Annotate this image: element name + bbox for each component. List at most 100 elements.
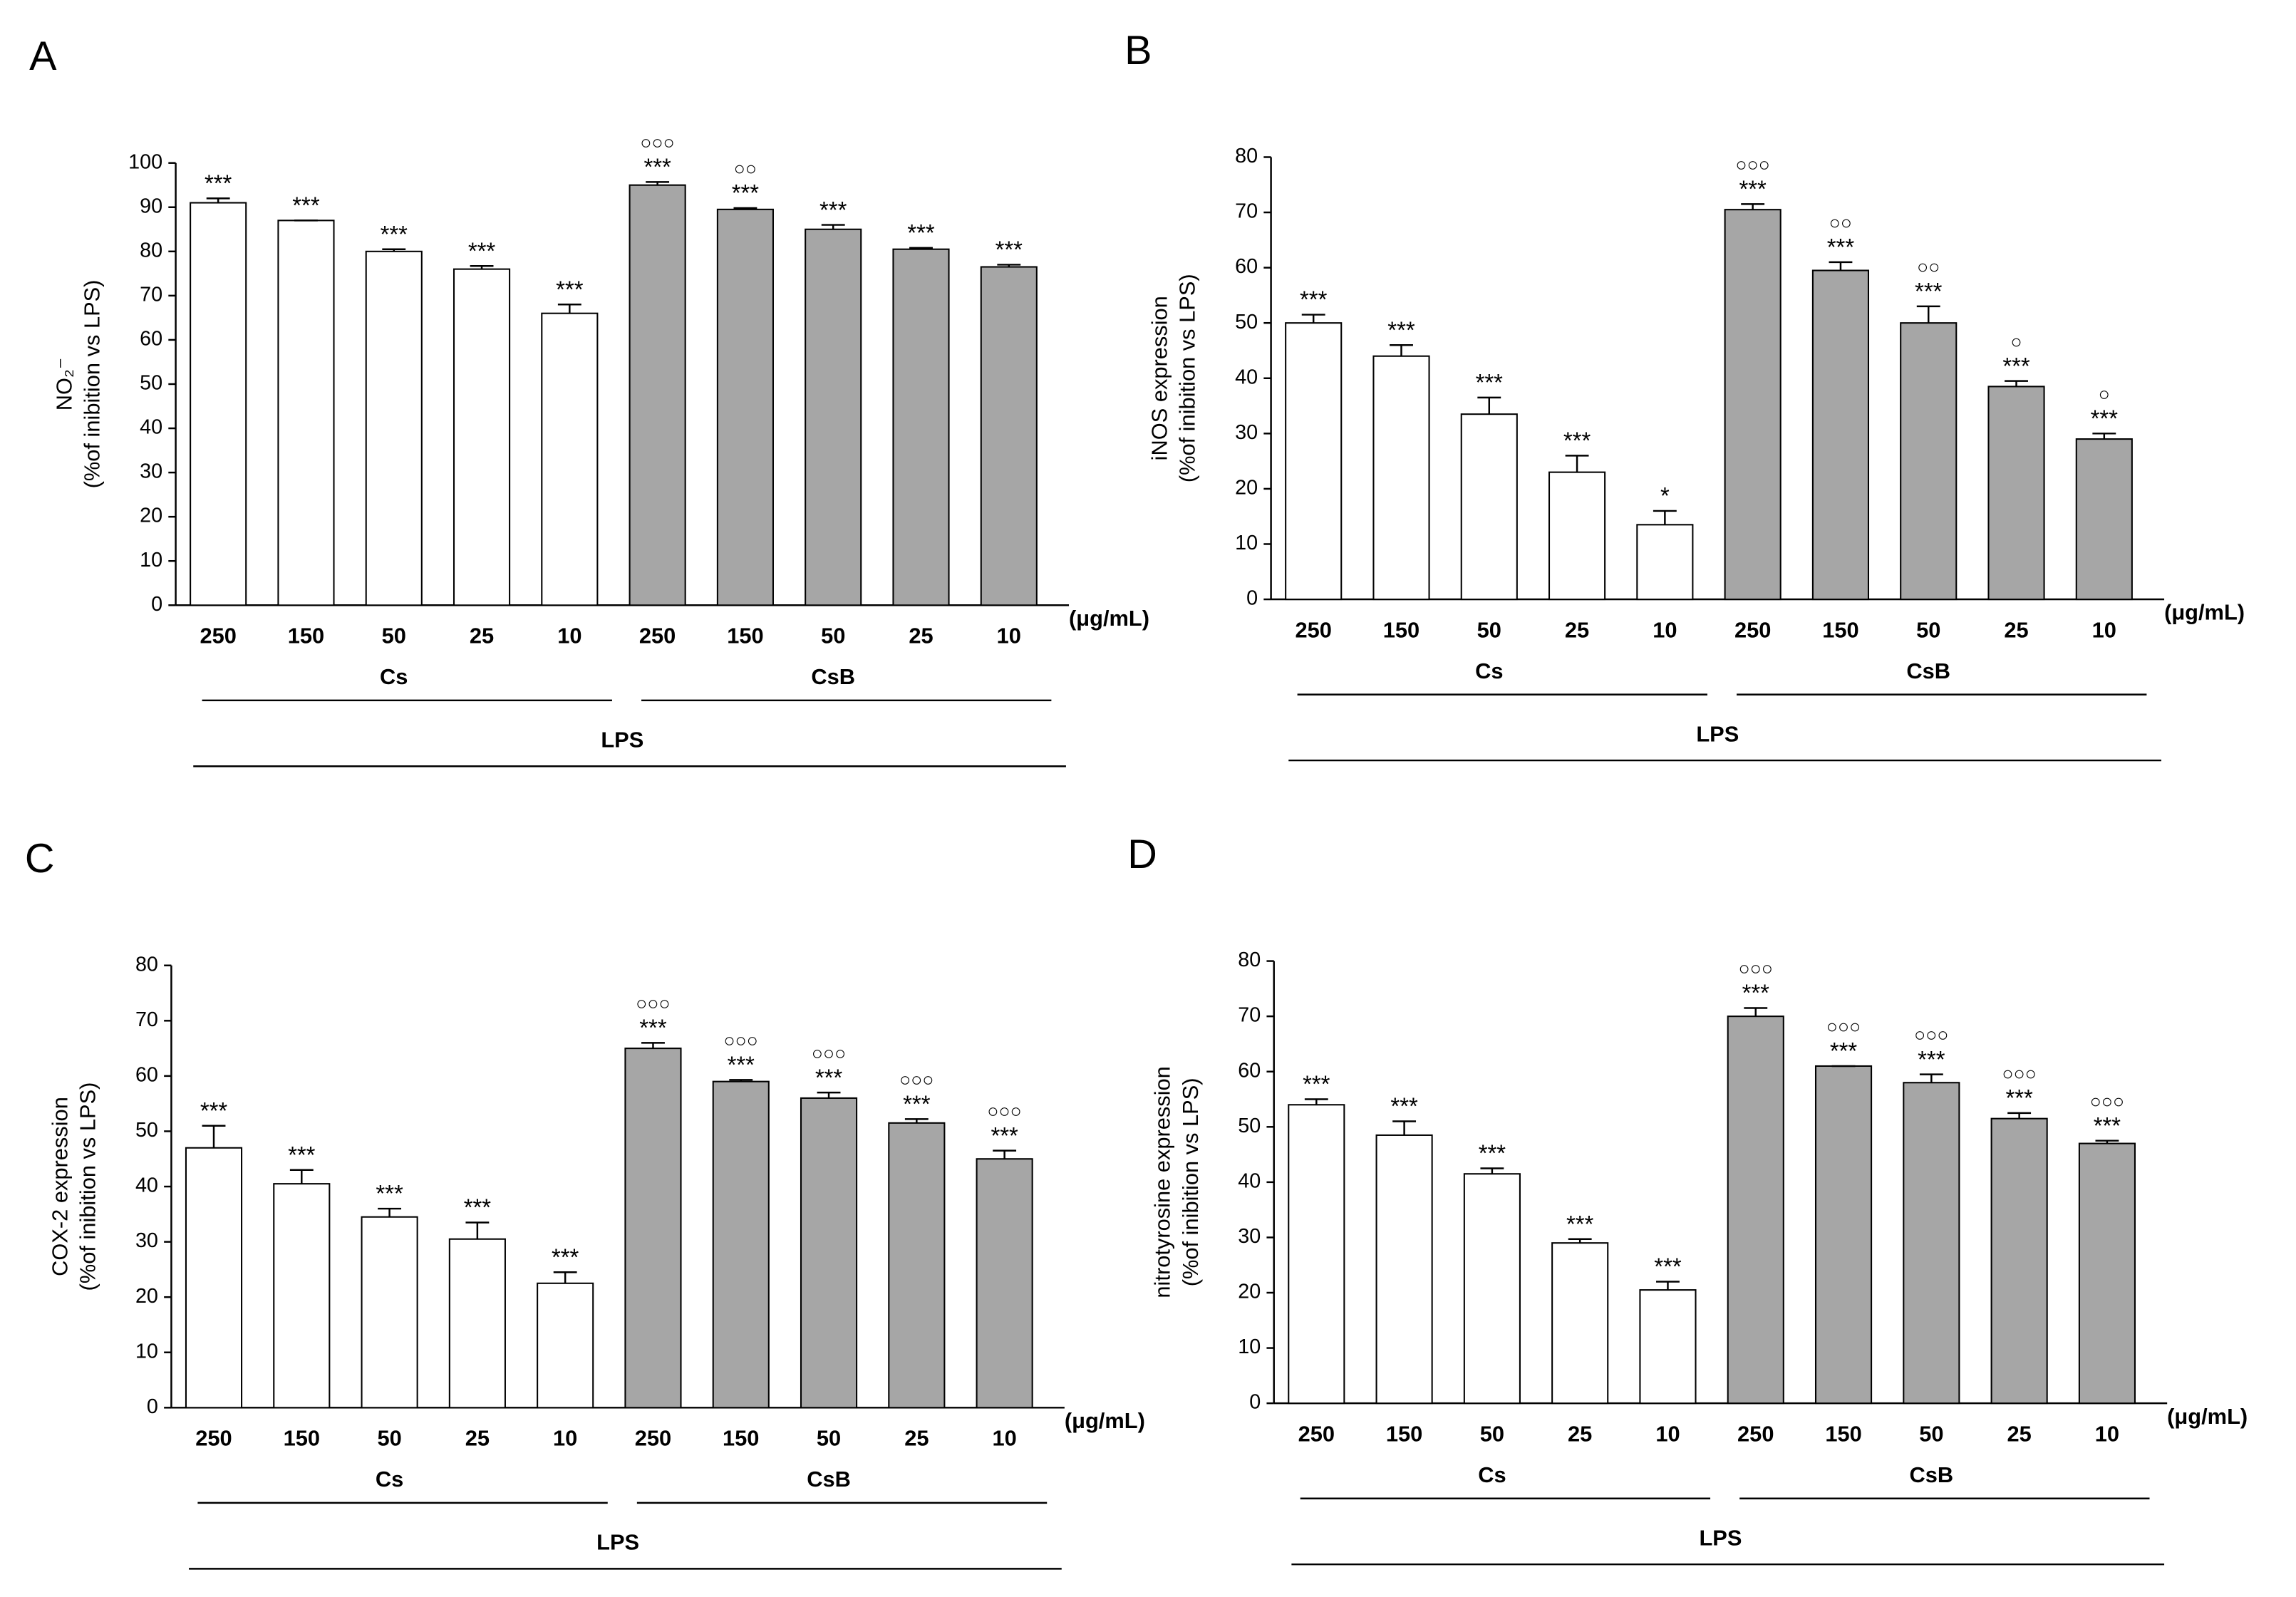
marker: ○○○ — [1914, 1024, 1948, 1045]
significance: *** — [1827, 234, 1855, 260]
bar — [1727, 1015, 1784, 1405]
y-tick-label: 40 — [1238, 1169, 1261, 1192]
marker: ○○○ — [2090, 1090, 2124, 1112]
bar — [277, 219, 335, 606]
significance: *** — [376, 1180, 403, 1206]
marker: ○○○ — [987, 1100, 1021, 1122]
bar — [453, 268, 511, 606]
x-tick-label: 150 — [288, 624, 324, 648]
significance: *** — [728, 1052, 755, 1078]
x-tick-label: 10 — [1655, 1421, 1680, 1446]
x-tick-label: 10 — [2092, 617, 2116, 642]
bar — [629, 184, 686, 606]
marker: ○○○ — [2002, 1063, 2036, 1085]
significance: *** — [1830, 1038, 1858, 1064]
error-bar — [2007, 1112, 2032, 1119]
error-bar — [733, 207, 757, 210]
error-bar — [729, 1079, 753, 1082]
error-bar — [1392, 1120, 1417, 1135]
x-tick-label: 25 — [904, 1426, 929, 1451]
group-label: LPS — [601, 728, 643, 753]
error-bar — [821, 224, 845, 229]
significance: *** — [903, 1091, 931, 1117]
significance: *** — [200, 1097, 228, 1124]
x-tick-label: 50 — [1916, 617, 1940, 642]
x-tick-label: 25 — [909, 624, 933, 648]
x-tick-label: 150 — [723, 1426, 759, 1451]
x-tick-label: 25 — [2007, 1421, 2031, 1446]
y-axis-label: iNOS expression — [1147, 296, 1172, 460]
x-tick-label: 250 — [635, 1426, 671, 1451]
y-tick-label: 0 — [151, 593, 162, 616]
y-tick-label: 60 — [140, 328, 162, 351]
series-label: CsB — [1910, 1462, 1954, 1487]
significance: *** — [1739, 176, 1767, 202]
panel-label: B — [1124, 28, 1152, 73]
series-label: CsB — [811, 664, 855, 689]
bar — [1639, 1289, 1697, 1405]
significance: *** — [288, 1142, 316, 1168]
error-bar — [904, 1118, 929, 1123]
y-axis-label: (%of inibition vs LPS) — [75, 1082, 100, 1291]
bar — [1814, 1065, 1873, 1405]
significance: *** — [819, 197, 847, 223]
x-tick-label: 150 — [284, 1426, 320, 1451]
y-tick-label: 80 — [1238, 949, 1261, 971]
x-tick-label: 150 — [727, 624, 763, 648]
bar — [1548, 471, 1606, 601]
group-label: LPS — [1696, 721, 1739, 746]
panel: A NO₂⁻ (%of inibition vs LPS) 0 10 20 30 40 50 60… — [29, 33, 1149, 768]
error-bar — [2005, 380, 2028, 387]
series-label: Cs — [1475, 658, 1503, 683]
significance: *** — [2094, 1112, 2121, 1139]
error-bar — [1916, 305, 1940, 324]
x-tick-label: 150 — [1386, 1421, 1422, 1446]
y-tick-label: 50 — [140, 372, 162, 395]
bar — [805, 228, 862, 606]
error-bar — [1744, 1007, 1768, 1017]
bar — [273, 1183, 331, 1409]
bar — [1460, 413, 1518, 601]
error-bar — [993, 1149, 1017, 1159]
error-bar — [2092, 433, 2116, 440]
y-tick-label: 100 — [128, 150, 162, 173]
significance: *** — [205, 170, 232, 197]
x-tick-label: 25 — [1565, 617, 1589, 642]
y-tick-label: 10 — [135, 1340, 158, 1363]
series-label: CsB — [807, 1467, 851, 1492]
bar — [1375, 1134, 1433, 1405]
y-tick-label: 80 — [140, 239, 162, 262]
significance: *** — [1479, 1140, 1506, 1167]
bar — [1900, 322, 1958, 601]
y-tick-label: 40 — [140, 416, 162, 439]
series-label: Cs — [1478, 1462, 1506, 1487]
error-bar — [557, 304, 581, 314]
bar — [1811, 269, 1870, 601]
x-tick-label: 50 — [377, 1426, 401, 1451]
x-tick-label: 50 — [382, 624, 406, 648]
y-tick-label: 0 — [1246, 587, 1258, 610]
panel: C COX-2 expression (%of inibition vs LPS) 0… — [25, 836, 1145, 1570]
error-bar — [1477, 396, 1501, 415]
y-tick-label: 20 — [1238, 1281, 1261, 1303]
panel-label: C — [25, 836, 55, 882]
marker: ○○○ — [1739, 958, 1773, 979]
significance: *** — [996, 237, 1023, 263]
bar — [1551, 1242, 1609, 1405]
x-tick-label: 50 — [821, 624, 845, 648]
marker: ○○○ — [812, 1043, 846, 1064]
significance: * — [1660, 482, 1670, 509]
x-unit: (μg/mL) — [2167, 1404, 2248, 1429]
error-bar — [1565, 455, 1589, 472]
error-bar — [997, 264, 1021, 267]
bar — [448, 1238, 506, 1409]
error-bar — [378, 1207, 402, 1217]
x-tick-label: 10 — [553, 1426, 577, 1451]
x-unit: (μg/mL) — [2164, 600, 2245, 625]
marker: ○○○ — [1735, 154, 1769, 175]
significance: *** — [464, 1194, 492, 1221]
panel-label: D — [1127, 832, 1157, 877]
y-tick-label: 30 — [140, 460, 162, 483]
